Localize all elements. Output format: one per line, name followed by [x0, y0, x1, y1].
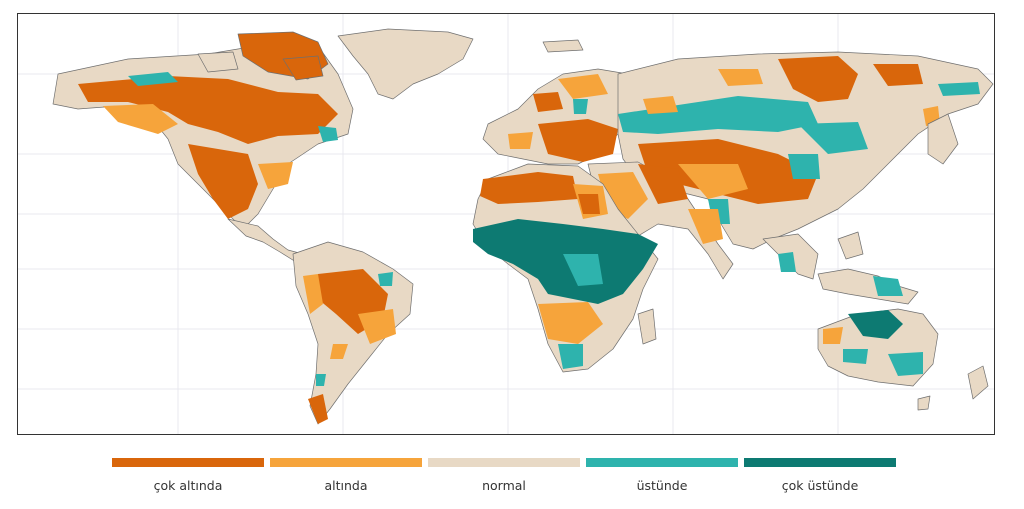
legend-label: üstünde	[636, 478, 688, 493]
legend-swatch	[586, 458, 738, 467]
world-map	[17, 13, 995, 435]
region-greenland	[337, 28, 474, 100]
legend-item: altında	[270, 458, 422, 493]
world-map-svg	[18, 14, 994, 434]
region-europe	[482, 39, 639, 165]
legend-label: çok altında	[153, 478, 223, 493]
legend-label: altında	[324, 478, 368, 493]
legend-label: çok üstünde	[781, 478, 859, 493]
region-north-america	[52, 31, 354, 230]
region-south-america	[292, 241, 414, 425]
legend-swatch	[112, 458, 264, 467]
legend-item: çok altında	[112, 458, 264, 493]
legend-label: normal	[482, 478, 526, 493]
region-southeast-asia	[762, 113, 959, 305]
region-central-america	[227, 218, 304, 263]
legend-swatch	[428, 458, 580, 467]
legend-item: çok üstünde	[744, 458, 896, 493]
legend-item: normal	[428, 458, 580, 493]
region-africa	[472, 163, 659, 373]
legend-swatch	[270, 458, 422, 467]
legend-swatch	[744, 458, 896, 467]
legend: çok altında altında normal üstünde çok üstün…	[112, 458, 896, 498]
legend-item: üstünde	[586, 458, 738, 493]
region-australia	[817, 308, 989, 411]
